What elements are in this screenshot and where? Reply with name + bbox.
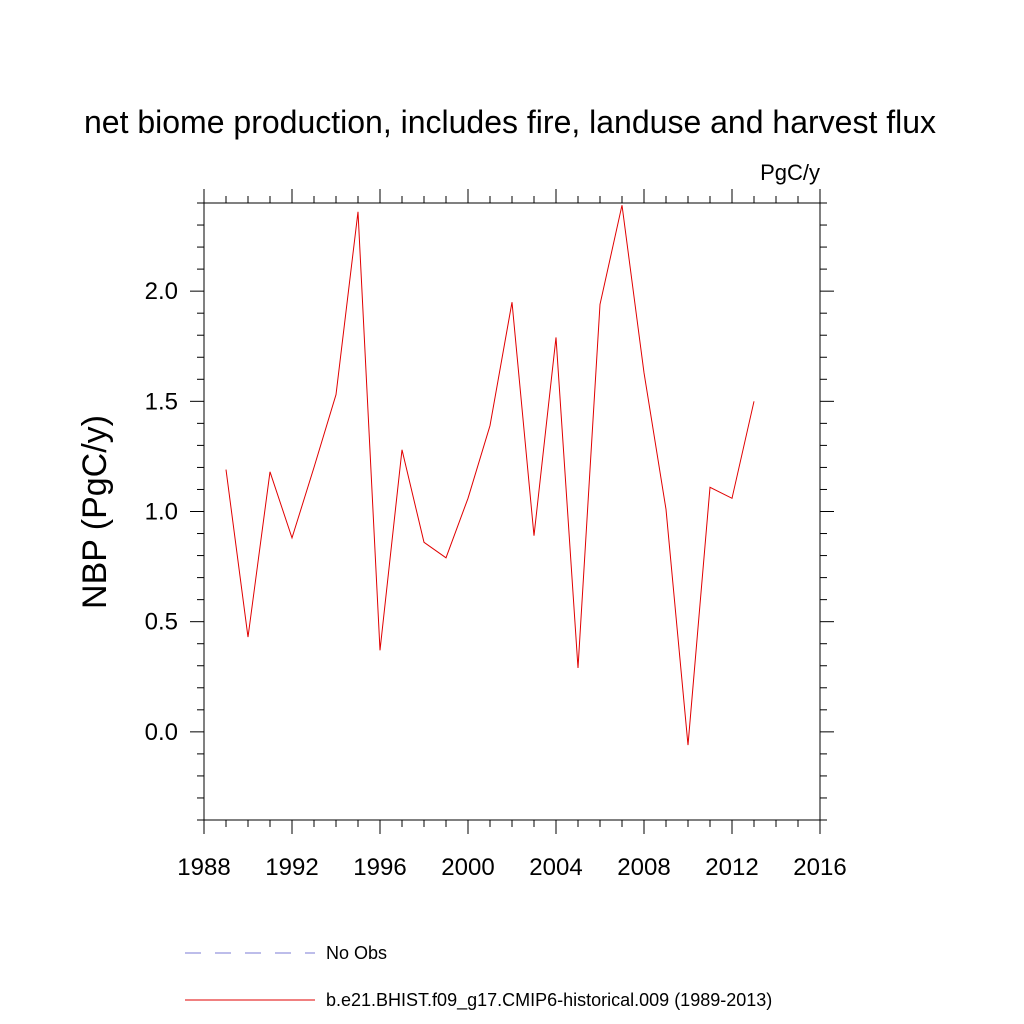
units-label: PgC/y bbox=[760, 160, 820, 185]
legend: No Obs b.e21.BHIST.f09_g17.CMIP6-histori… bbox=[185, 943, 772, 1011]
plot-border bbox=[203, 202, 821, 821]
y-tick-label: 1.0 bbox=[145, 499, 178, 526]
x-tick-label: 1996 bbox=[353, 854, 406, 881]
chart-title: net biome production, includes fire, lan… bbox=[84, 104, 936, 140]
x-tick-label: 1992 bbox=[265, 854, 318, 881]
y-tick-label: 2.0 bbox=[145, 278, 178, 305]
series-line-model bbox=[225, 205, 755, 746]
x-axis-ticks: 1988 1992 1996 2000 2004 2008 2012 2016 bbox=[177, 189, 847, 881]
x-tick-label: 2000 bbox=[441, 854, 494, 881]
legend-label-model: b.e21.BHIST.f09_g17.CMIP6-historical.009… bbox=[326, 990, 772, 1011]
y-tick-label: 0.0 bbox=[145, 719, 178, 746]
x-tick-label: 2008 bbox=[617, 854, 670, 881]
y-axis-ticks: 0.0 0.5 1.0 1.5 2.0 bbox=[145, 202, 834, 821]
y-tick-label: 1.5 bbox=[145, 388, 178, 415]
plot-frame bbox=[203, 202, 821, 821]
x-tick-label: 2004 bbox=[529, 854, 582, 881]
series-layer bbox=[225, 205, 755, 746]
x-tick-label: 2016 bbox=[793, 854, 846, 881]
legend-label-no-obs: No Obs bbox=[326, 943, 387, 963]
x-tick-label: 2012 bbox=[705, 854, 758, 881]
y-tick-label: 0.5 bbox=[145, 609, 178, 636]
x-tick-label: 1988 bbox=[177, 854, 230, 881]
y-axis-label: NBP (PgC/y) bbox=[76, 415, 114, 609]
